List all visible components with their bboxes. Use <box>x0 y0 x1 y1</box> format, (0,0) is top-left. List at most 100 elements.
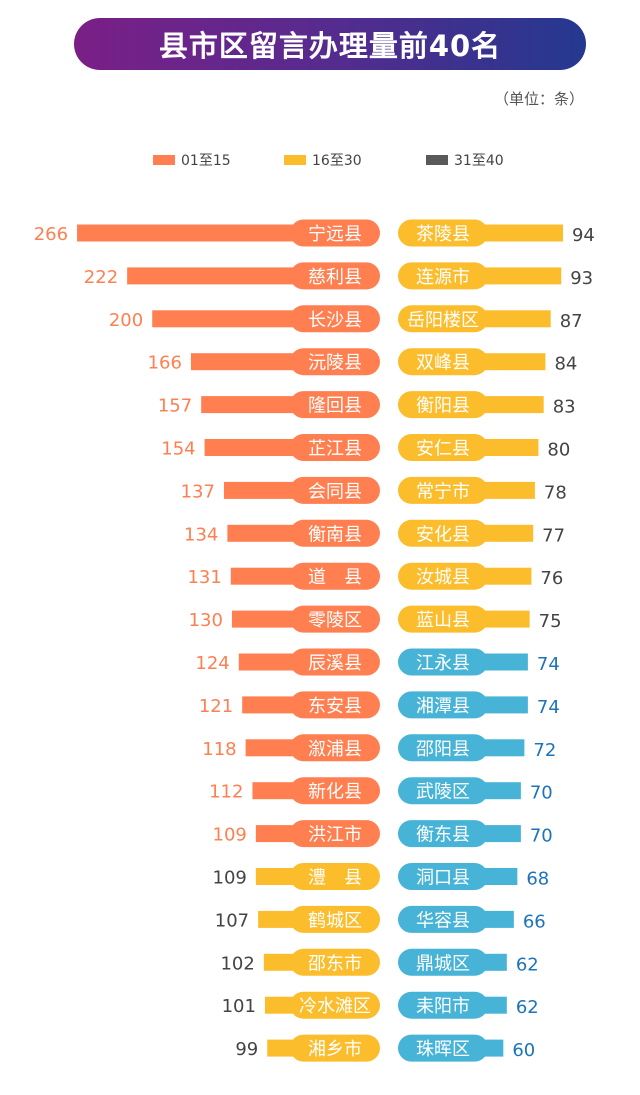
value-label-right: 72 <box>533 740 556 761</box>
county-name-right: 岳阳楼区 <box>407 310 479 331</box>
county-name-left: 芷江县 <box>308 439 362 460</box>
county-name-left: 道 县 <box>308 567 362 588</box>
county-name-right: 茶陵县 <box>416 224 470 245</box>
county-name-right: 耒阳市 <box>416 996 470 1017</box>
value-label-right: 62 <box>516 954 539 975</box>
legend: 01至15 16至30 31至40 <box>0 150 640 170</box>
bar-right-label-pill <box>398 605 488 633</box>
value-label-right: 66 <box>523 911 546 932</box>
bar-right-label-pill <box>398 434 488 461</box>
bar-right-label-pill <box>398 777 488 805</box>
value-label-left: 166 <box>148 353 182 374</box>
bar-right-label-pill <box>398 1034 488 1062</box>
county-name-left: 新化县 <box>308 782 362 803</box>
value-label-right: 80 <box>547 440 570 461</box>
county-name-right: 华容县 <box>416 910 470 931</box>
county-name-right: 珠晖区 <box>416 1039 470 1060</box>
bar-right-label-pill <box>398 348 488 376</box>
value-label-right: 78 <box>544 482 567 503</box>
value-label-right: 94 <box>572 225 595 246</box>
county-name-right: 衡东县 <box>416 825 470 846</box>
county-name-right: 江永县 <box>416 653 470 674</box>
county-name-left: 隆回县 <box>308 396 362 417</box>
county-name-left: 东安县 <box>308 696 362 717</box>
legend-item-16-30: 16至30 <box>284 150 362 170</box>
value-label-left: 109 <box>213 825 247 846</box>
value-label-left: 134 <box>184 524 218 545</box>
value-label-left: 124 <box>195 653 229 674</box>
value-label-left: 121 <box>199 696 233 717</box>
value-label-left: 222 <box>84 267 118 288</box>
value-label-left: 118 <box>202 739 236 760</box>
bar-right-label-pill <box>398 219 488 247</box>
county-name-right: 连源市 <box>416 267 470 288</box>
value-label-right: 93 <box>570 268 593 289</box>
value-label-right: 62 <box>516 997 539 1018</box>
bar-left-label-pill <box>290 777 380 805</box>
county-name-left: 冷水滩区 <box>299 996 371 1017</box>
value-label-right: 70 <box>530 783 553 804</box>
county-name-right: 邵阳县 <box>416 739 470 760</box>
bar-right-label-pill <box>398 991 488 1019</box>
bar-right-label-pill <box>398 562 488 590</box>
bar-right-label-pill <box>398 648 488 676</box>
county-name-left: 溆浦县 <box>308 739 362 760</box>
bar-right-label-pill <box>398 391 488 419</box>
legend-item-31-40: 31至40 <box>426 150 504 170</box>
county-name-right: 汝城县 <box>416 567 470 588</box>
bar-left-label-pill <box>290 991 380 1019</box>
bar-left-label-pill <box>290 262 380 290</box>
value-label-right: 74 <box>537 697 560 718</box>
county-name-right: 安仁县 <box>416 439 470 460</box>
county-name-left: 澧 县 <box>308 868 362 889</box>
value-label-left: 109 <box>213 868 247 889</box>
value-label-right: 68 <box>526 869 549 890</box>
value-label-right: 76 <box>540 568 563 589</box>
legend-swatch-group1 <box>153 155 175 165</box>
value-label-left: 200 <box>109 310 143 331</box>
county-name-right: 衡阳县 <box>416 396 470 417</box>
bar-right-label-pill <box>398 820 488 848</box>
bar-left-label-pill <box>290 691 380 719</box>
county-name-left: 辰溪县 <box>308 653 362 674</box>
bar-right-label-pill <box>398 305 488 333</box>
value-label-right: 75 <box>539 611 562 632</box>
value-label-left: 137 <box>181 481 215 502</box>
legend-item-01-15: 01至15 <box>153 150 231 170</box>
county-name-left: 慈利县 <box>308 267 362 288</box>
county-name-left: 零陵区 <box>308 610 362 631</box>
county-name-right: 洞口县 <box>416 868 470 889</box>
bar-left-label-pill <box>290 348 380 376</box>
title-banner: 县市区留言办理量前40名 <box>74 18 586 70</box>
county-name-right: 蓝山县 <box>416 610 470 631</box>
value-label-left: 101 <box>222 996 256 1017</box>
legend-label: 01至15 <box>181 153 231 169</box>
value-label-left: 130 <box>189 610 223 631</box>
county-name-left: 湘乡市 <box>308 1039 362 1060</box>
value-label-right: 60 <box>512 1040 535 1061</box>
value-label-left: 266 <box>34 224 68 245</box>
county-name-left: 会同县 <box>308 481 362 502</box>
county-name-left: 洪江市 <box>308 825 362 846</box>
page-title: 县市区留言办理量前40名 <box>158 29 502 63</box>
bar-right-label-pill <box>398 476 488 504</box>
county-name-left: 沅陵县 <box>308 353 362 374</box>
value-label-left: 102 <box>220 953 254 974</box>
value-label-left: 157 <box>158 396 192 417</box>
legend-label: 16至30 <box>312 153 362 169</box>
legend-swatch-group3 <box>426 155 448 165</box>
bar-left-label-pill <box>290 734 380 762</box>
value-label-left: 112 <box>209 782 243 803</box>
bar-right-label-pill <box>398 262 488 290</box>
county-name-right: 武陵区 <box>416 782 470 803</box>
unit-label: （单位：条） <box>493 90 584 108</box>
value-label-right: 84 <box>554 354 577 375</box>
county-name-left: 长沙县 <box>308 310 362 331</box>
legend-label: 31至40 <box>454 153 504 169</box>
county-name-left: 宁远县 <box>308 224 362 245</box>
county-name-right: 安化县 <box>416 524 470 545</box>
bar-left-label-pill <box>290 434 380 461</box>
value-label-right: 74 <box>537 654 560 675</box>
value-label-right: 87 <box>560 311 583 332</box>
